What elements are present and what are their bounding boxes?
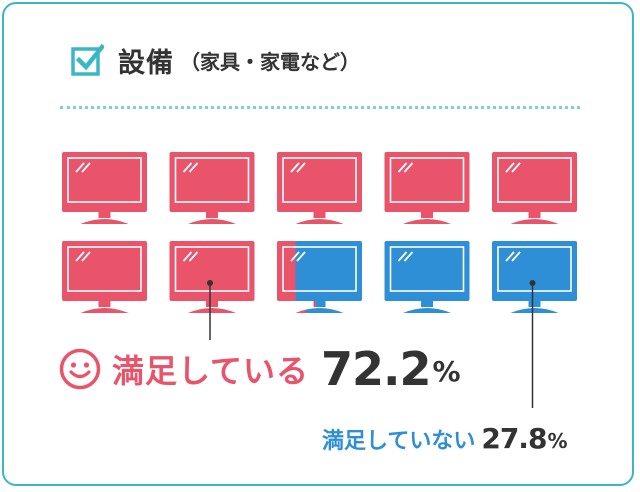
monitor-icon — [384, 241, 470, 313]
unsatisfied-percent: % — [547, 429, 568, 453]
monitor-icon — [384, 152, 470, 224]
smile-icon — [59, 348, 101, 390]
unsatisfied-value: 27.8 — [481, 422, 547, 455]
monitor-icon — [277, 241, 362, 313]
unsatisfied-leader-line — [529, 280, 536, 408]
monitor-icon — [492, 241, 577, 313]
monitor-icon — [492, 152, 577, 224]
satisfied-leader-line — [207, 280, 213, 340]
monitor-icon — [62, 152, 147, 224]
monitor-icon — [169, 241, 255, 313]
monitor-icon — [169, 152, 255, 224]
satisfied-percent: % — [432, 355, 461, 388]
unsatisfied-label-group: 満足していない 27.8 % — [322, 422, 567, 455]
monitor-icon — [277, 152, 362, 224]
section-subtitle: （家具・家電など） — [180, 49, 360, 74]
satisfied-label-group: 満足している 72.2 % — [58, 342, 461, 396]
satisfied-value: 72.2 — [321, 342, 431, 396]
section-title: 設備 — [118, 47, 174, 79]
checkbox-icon — [71, 43, 104, 76]
header: 設備 （家具・家電など） — [70, 40, 360, 80]
satisfied-text: 満足している — [112, 352, 310, 390]
monitor-icon — [62, 241, 147, 313]
divider — [60, 106, 580, 109]
unsatisfied-text: 満足していない — [322, 429, 476, 454]
